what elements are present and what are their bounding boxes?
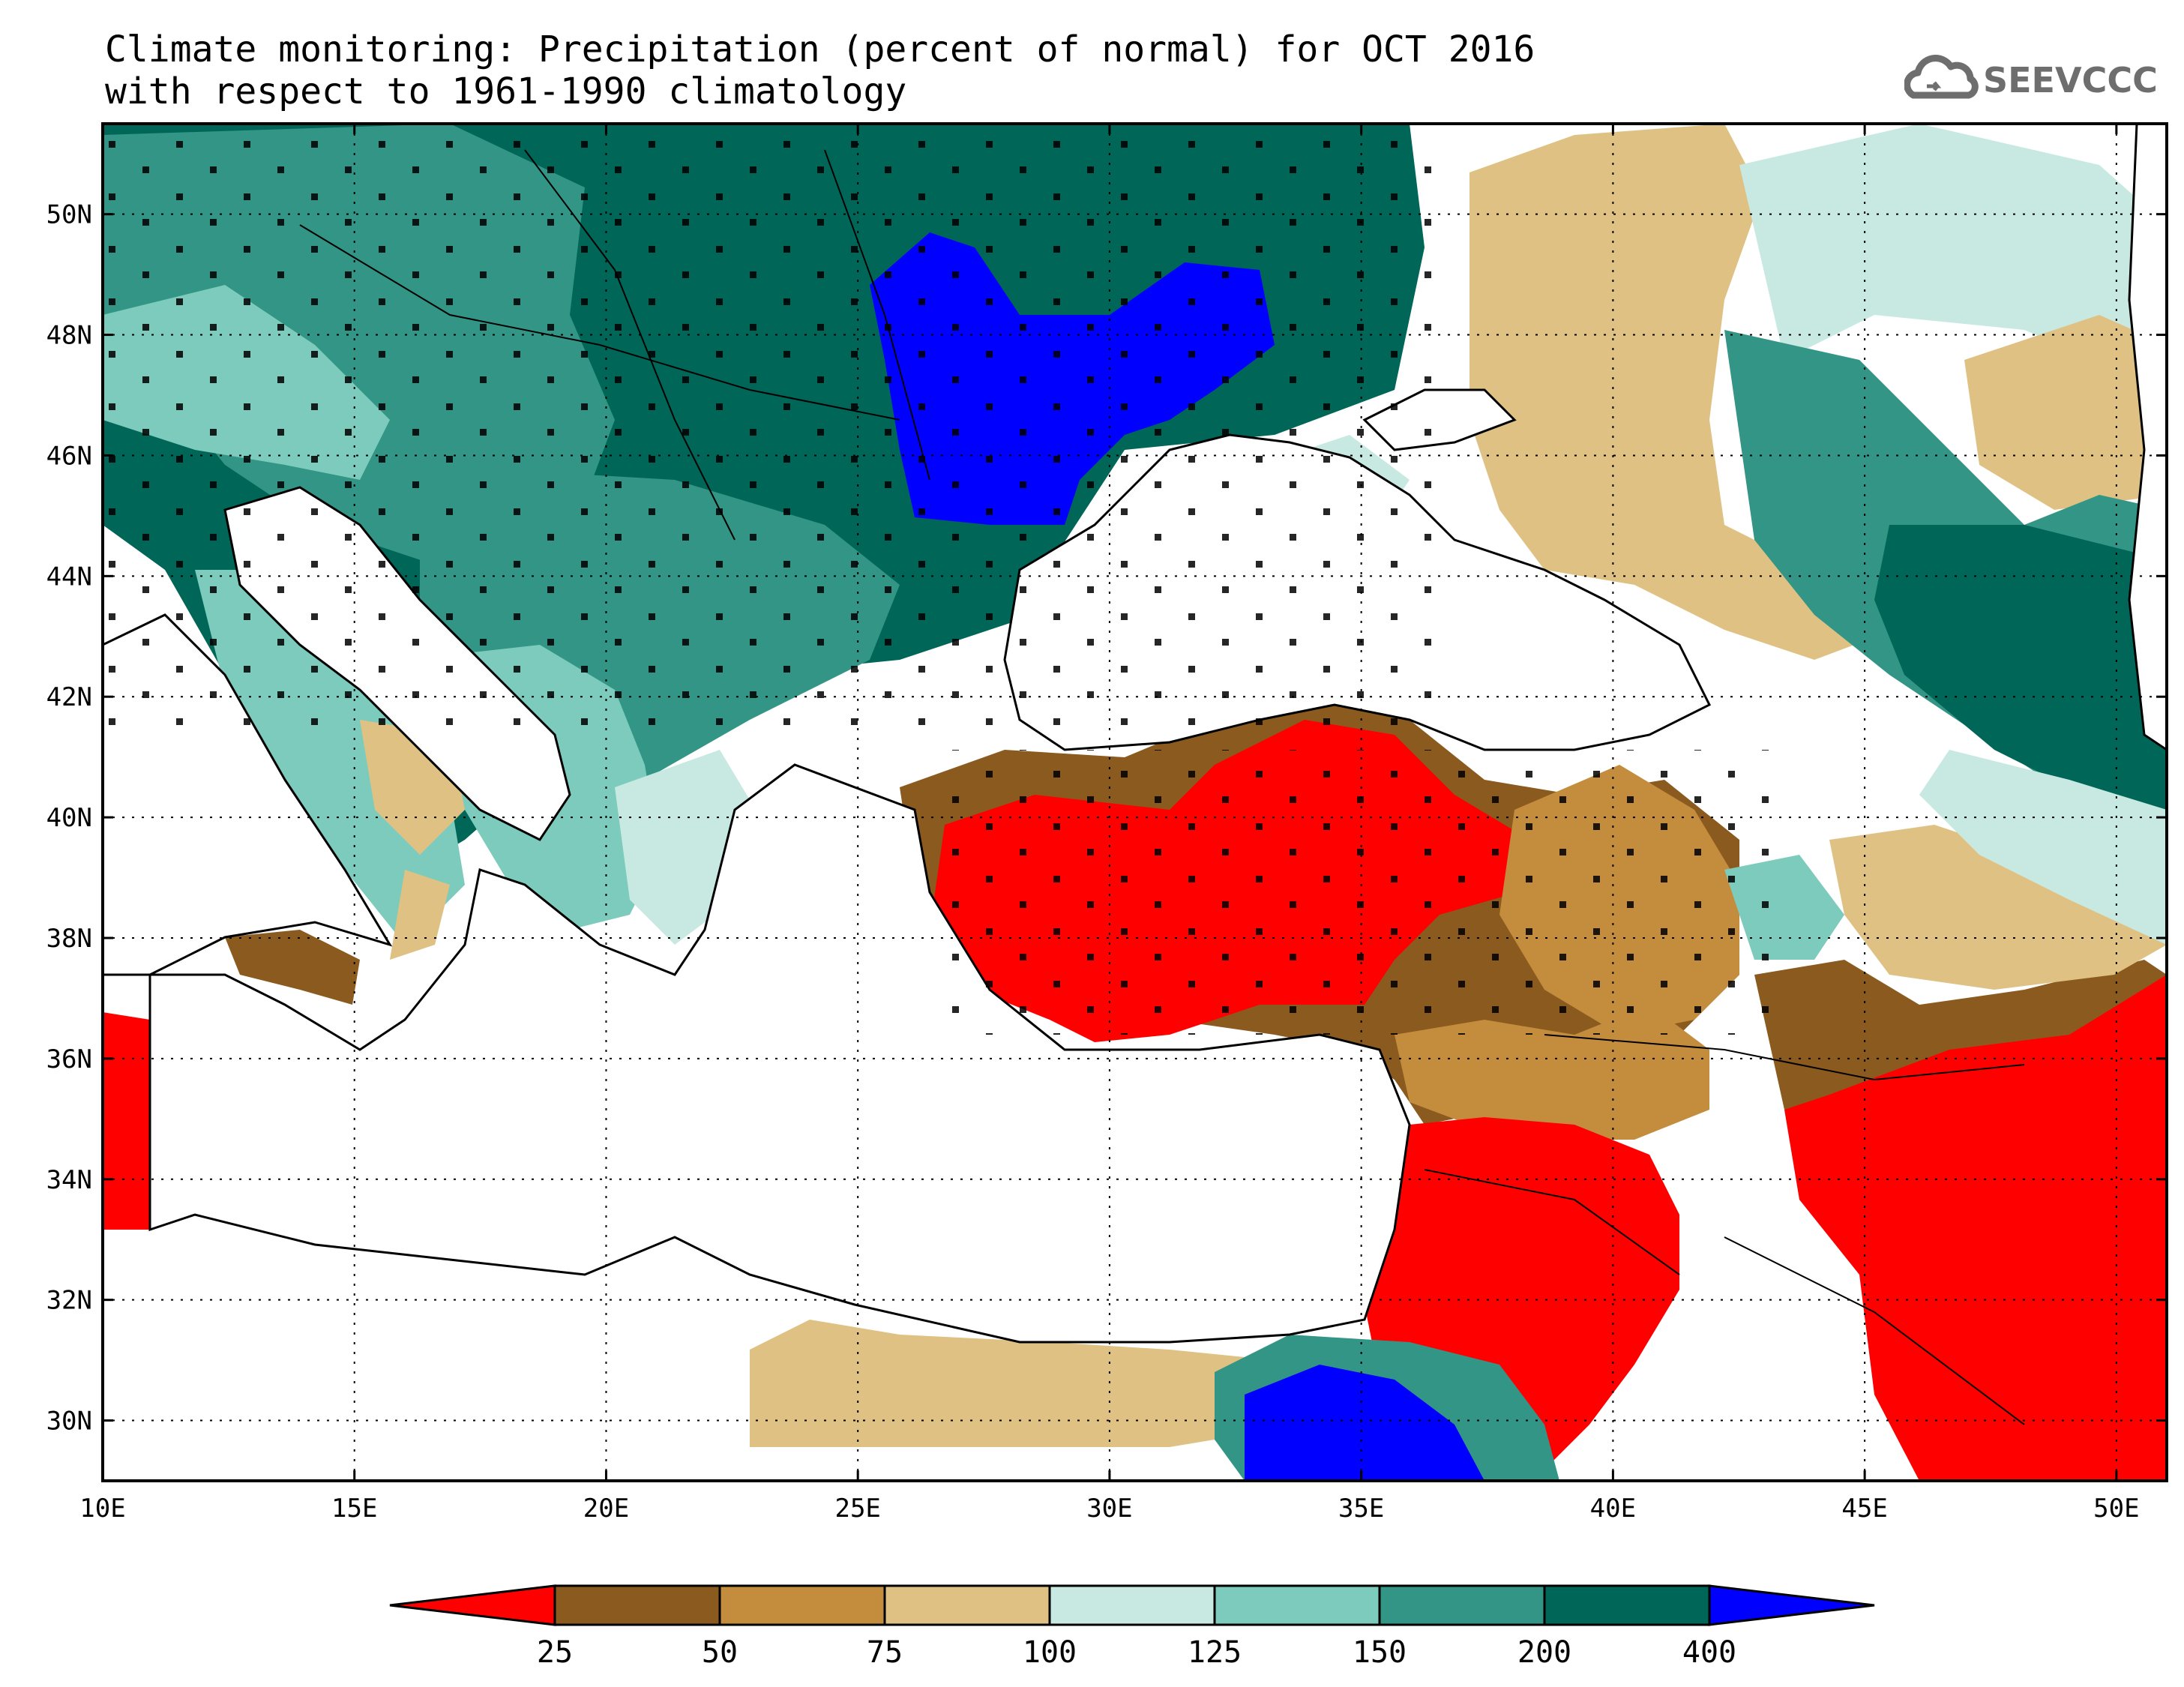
y-tick-label: 46N	[46, 441, 92, 471]
legend-tick-label: 75	[867, 1635, 903, 1670]
x-axis-ticks: 10E 15E 20E 25E 30E 35E 40E 45E 50E	[79, 124, 2140, 1524]
map-field	[103, 124, 2167, 1481]
y-tick-label: 44N	[46, 562, 92, 592]
region-tunisia-below-25	[103, 1012, 157, 1230]
region-iran-100-125	[1919, 750, 2167, 945]
legend-tick-label: 200	[1517, 1635, 1571, 1670]
region-sinai-above-400	[1245, 1365, 1484, 1481]
logo-text: SEEVCCC	[1983, 60, 2158, 100]
region-russia-east-75-100	[1964, 315, 2167, 510]
legend-swatch	[883, 1584, 1051, 1626]
mediterranean-sea	[148, 763, 1411, 1344]
y-tick-label: 42N	[46, 682, 92, 712]
region-caucasus-200-400	[1874, 525, 2167, 810]
x-tick-label: 15E	[331, 1494, 377, 1524]
station-markers-anatolia	[945, 750, 1769, 1035]
cloud-icon	[1904, 55, 1979, 99]
region-russia-75-100	[1469, 124, 1874, 660]
country-borders	[299, 149, 2025, 1425]
region-iran-75-100	[1829, 825, 2167, 990]
y-tick-label: 34N	[46, 1165, 92, 1195]
x-tick-label: 35E	[1338, 1494, 1384, 1524]
x-tick-label: 25E	[834, 1494, 880, 1524]
legend-tick-label: 100	[1023, 1635, 1077, 1670]
legend-swatch	[718, 1584, 886, 1626]
x-tick-label: 40E	[1590, 1494, 1636, 1524]
y-tick-label: 48N	[46, 321, 92, 351]
y-axis-ticks: 30N 32N 34N 36N 38N 40N 42N 44N 46N 48N 50N	[46, 200, 2167, 1437]
legend-swatch	[1048, 1584, 1216, 1626]
legend-swatch	[553, 1584, 721, 1626]
y-tick-label: 30N	[46, 1407, 92, 1437]
legend-swatch	[1543, 1584, 1711, 1626]
legend-tick-label: 125	[1188, 1635, 1242, 1670]
y-tick-label: 50N	[46, 200, 92, 230]
legend-tick-label: 400	[1682, 1635, 1736, 1670]
legend-tick-label: 50	[702, 1635, 738, 1670]
legend-swatch-low	[389, 1584, 556, 1626]
station-markers-europe	[105, 127, 1455, 742]
legend-tick-label: 150	[1353, 1635, 1407, 1670]
y-tick-label: 40N	[46, 803, 92, 833]
region-iraq-25-50	[1754, 960, 2167, 1110]
x-tick-label: 50E	[2093, 1494, 2139, 1524]
gridlines	[103, 124, 2167, 1481]
y-tick-label: 38N	[46, 924, 92, 954]
region-levant-50-75	[1395, 1005, 1709, 1140]
map-frame	[101, 122, 2168, 1482]
legend-swatch	[1378, 1584, 1546, 1626]
region-sicily-25-50	[225, 930, 360, 1005]
map-title-line-1: Climate monitoring: Precipitation (perce…	[105, 28, 1535, 70]
legend-tick-label: 25	[537, 1635, 573, 1670]
y-tick-label: 36N	[46, 1044, 92, 1074]
color-legend: 25 50 75 100 125 150 200 400	[389, 1584, 1875, 1670]
legend-swatch	[1213, 1584, 1381, 1626]
x-tick-label: 10E	[79, 1494, 125, 1524]
y-tick-label: 32N	[46, 1286, 92, 1316]
map-title-line-2: with respect to 1961-1990 climatology	[105, 70, 907, 112]
x-tick-label: 30E	[1086, 1494, 1132, 1524]
caspian-sea	[2128, 124, 2167, 751]
x-tick-label: 20E	[583, 1494, 629, 1524]
seevccc-logo: SEEVCCC	[1904, 55, 2158, 100]
region-iraq-below-25	[1784, 975, 2167, 1481]
x-tick-label: 45E	[1841, 1494, 1887, 1524]
legend-swatch-high	[1708, 1584, 1875, 1626]
region-russia-100-125	[1739, 124, 2167, 390]
region-egypt-75-100	[750, 1320, 1245, 1447]
